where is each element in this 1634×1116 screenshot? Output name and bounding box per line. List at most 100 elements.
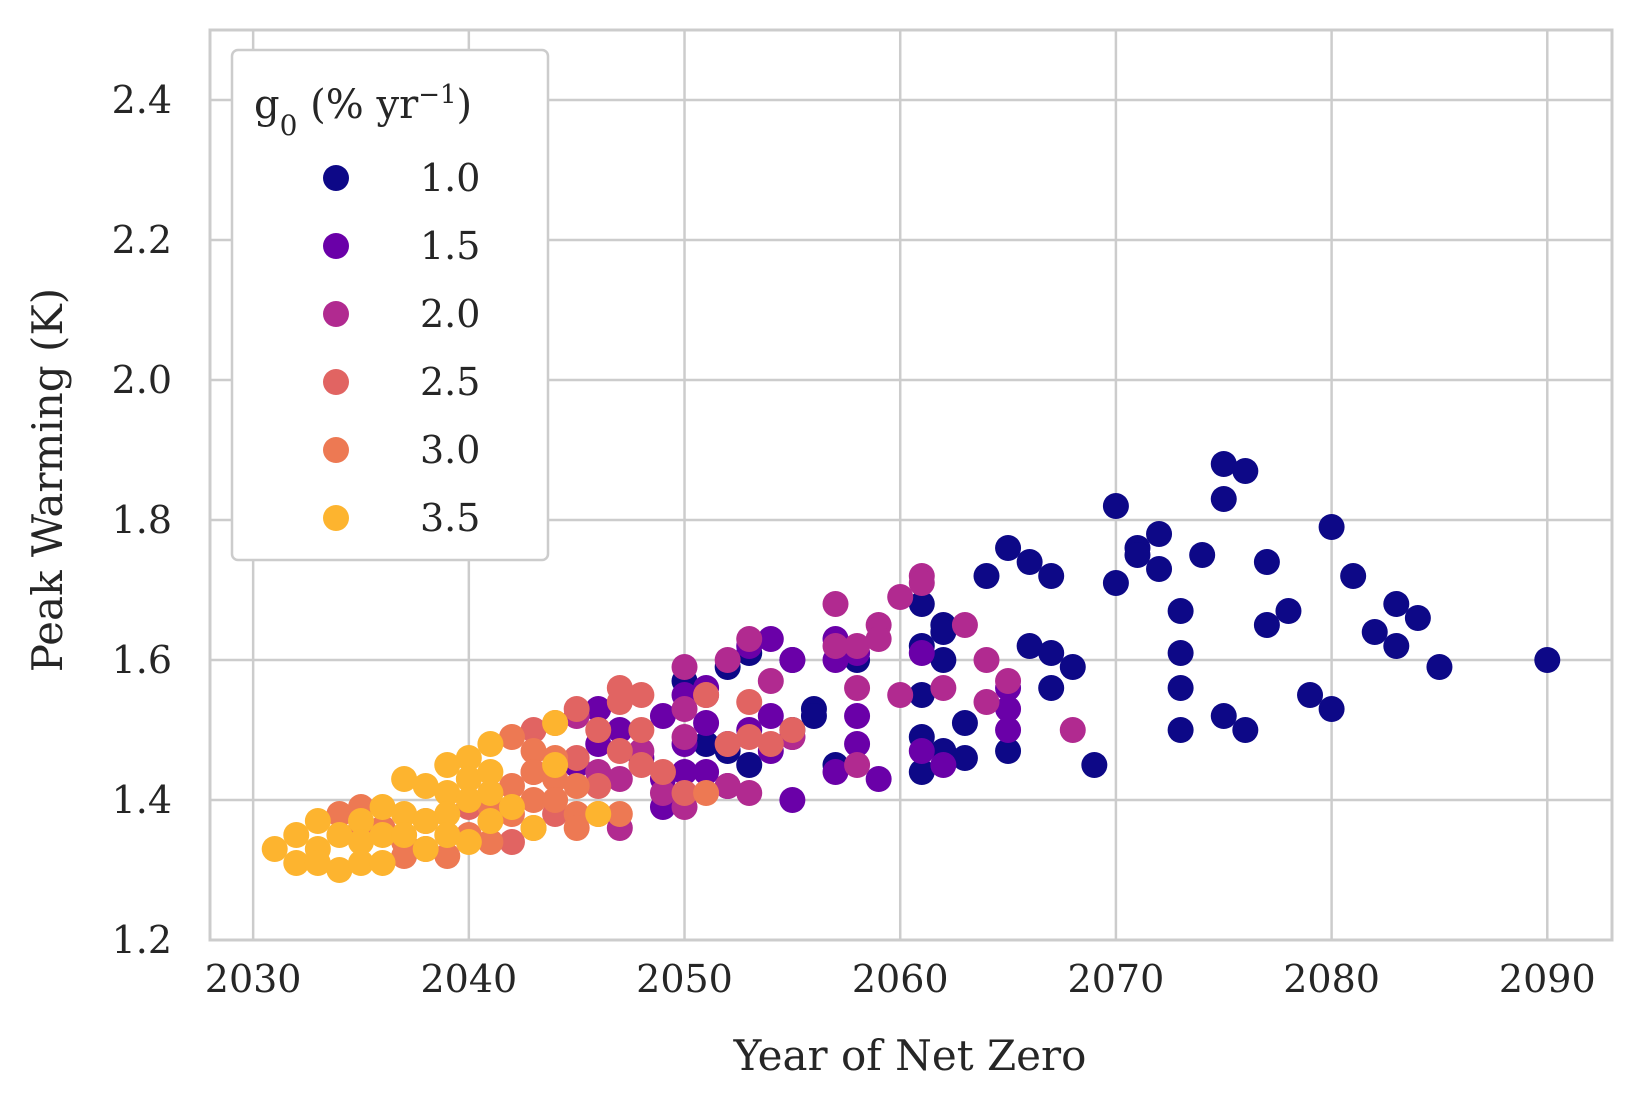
data-point — [326, 857, 353, 883]
data-point — [973, 689, 1000, 715]
data-point — [714, 647, 741, 673]
data-point — [671, 780, 698, 806]
data-point — [671, 759, 698, 785]
data-point — [908, 591, 935, 617]
legend-title-units: (% yr — [297, 82, 419, 128]
legend-marker — [323, 301, 349, 327]
data-point — [1016, 633, 1043, 659]
data-point — [1102, 493, 1129, 519]
data-point — [930, 752, 957, 778]
data-point — [563, 745, 590, 771]
data-point — [844, 633, 871, 659]
legend-label: 3.5 — [420, 496, 480, 540]
data-point — [520, 759, 547, 785]
data-point — [391, 801, 418, 827]
series-3.5 — [261, 710, 612, 883]
data-point — [1534, 647, 1561, 673]
data-point — [1232, 458, 1259, 484]
data-point — [1167, 675, 1194, 701]
data-point — [1210, 703, 1237, 729]
data-point — [757, 668, 784, 694]
data-point — [908, 759, 935, 785]
legend-title-main: g — [254, 82, 280, 128]
data-point — [1318, 696, 1345, 722]
plot-frame — [208, 28, 1614, 942]
data-point — [908, 570, 935, 596]
data-point — [1016, 549, 1043, 575]
data-point — [693, 780, 720, 806]
data-point — [865, 766, 892, 792]
x-tick-label: 2060 — [852, 957, 949, 1001]
data-point — [1210, 451, 1237, 477]
data-point — [520, 738, 547, 764]
data-point — [326, 801, 353, 827]
data-point — [736, 724, 763, 750]
legend-marker — [323, 437, 349, 463]
data-point — [844, 752, 871, 778]
data-point — [628, 682, 655, 708]
data-point — [563, 773, 590, 799]
data-point — [477, 808, 504, 834]
x-axis-label: Year of Net Zero — [733, 1031, 1087, 1080]
data-point — [347, 808, 374, 834]
data-point — [1146, 556, 1173, 582]
data-point — [542, 752, 569, 778]
data-point — [304, 808, 331, 834]
data-point — [951, 745, 978, 771]
data-point — [779, 647, 806, 673]
data-point — [1038, 640, 1065, 666]
data-point — [1167, 598, 1194, 624]
legend-title-superscript: −1 — [418, 80, 456, 110]
data-point — [1081, 752, 1108, 778]
data-point — [1124, 542, 1151, 568]
data-point — [908, 682, 935, 708]
data-point — [455, 787, 482, 813]
data-point — [736, 780, 763, 806]
data-point — [326, 822, 353, 848]
data-point — [628, 752, 655, 778]
data-point — [757, 731, 784, 757]
data-point — [477, 759, 504, 785]
data-point — [520, 717, 547, 743]
data-point — [455, 766, 482, 792]
data-points — [261, 451, 1561, 883]
data-point — [455, 829, 482, 855]
legend-label: 3.0 — [420, 428, 480, 472]
data-point — [412, 836, 439, 862]
data-point — [498, 773, 525, 799]
data-point — [930, 675, 957, 701]
data-point — [973, 647, 1000, 673]
data-point — [844, 731, 871, 757]
data-point — [693, 682, 720, 708]
data-point — [800, 703, 827, 729]
y-tick-label: 1.2 — [112, 918, 172, 962]
data-point — [973, 563, 1000, 589]
data-point — [1318, 514, 1345, 540]
x-tick-label: 2050 — [636, 957, 733, 1001]
legend-marker — [323, 369, 349, 395]
data-point — [844, 703, 871, 729]
data-point — [261, 836, 288, 862]
data-point — [477, 829, 504, 855]
data-point — [391, 843, 418, 869]
data-point — [1297, 682, 1324, 708]
data-point — [649, 780, 676, 806]
data-point — [908, 640, 935, 666]
data-point — [1210, 486, 1237, 512]
tick-labels: 2030 2040 2050 2060 2070 2080 2090 1.2 1.4 1.6 1.8… — [112, 78, 1596, 1001]
data-point — [542, 787, 569, 813]
data-point — [585, 773, 612, 799]
data-point — [369, 822, 396, 848]
data-point — [844, 675, 871, 701]
legend-entries: 1.0 1.5 2.0 2.5 3.0 3.5 — [323, 156, 480, 540]
data-point — [606, 717, 633, 743]
data-point — [693, 759, 720, 785]
legend-title: g0 (% yr−1) — [254, 80, 472, 142]
legend-label: 1.5 — [420, 224, 480, 268]
data-point — [1275, 598, 1302, 624]
data-point — [1383, 591, 1410, 617]
data-point — [434, 752, 461, 778]
x-tick-label: 2090 — [1499, 957, 1596, 1001]
data-point — [369, 850, 396, 876]
